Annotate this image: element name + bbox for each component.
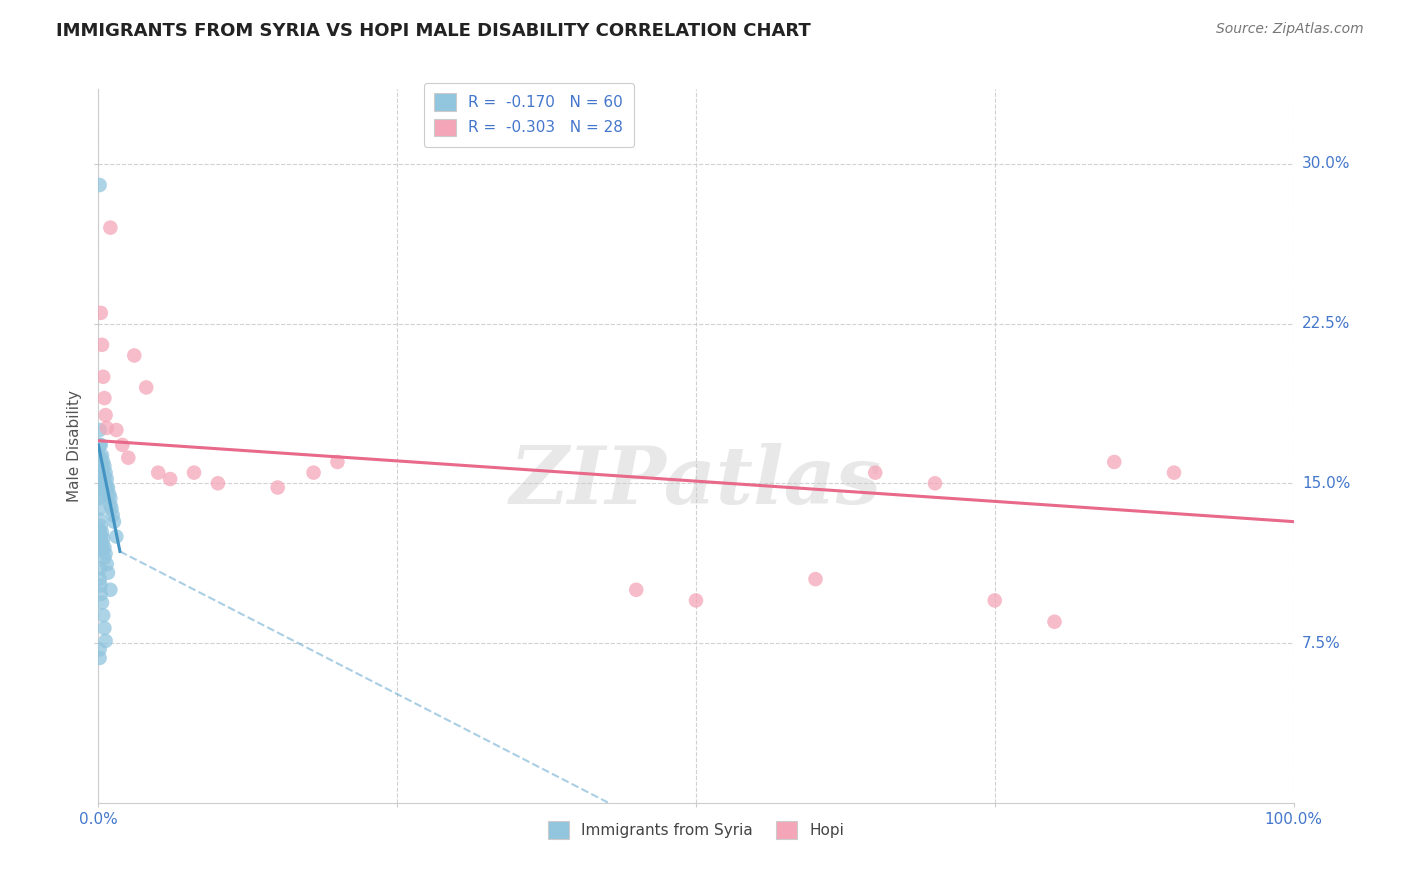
Point bbox=[89, 476, 111, 491]
Point bbox=[267, 481, 290, 495]
Point bbox=[94, 466, 117, 480]
Point bbox=[105, 529, 128, 543]
Point bbox=[91, 338, 114, 352]
Point bbox=[865, 466, 887, 480]
Point bbox=[90, 489, 112, 503]
Point bbox=[96, 472, 118, 486]
Point bbox=[90, 519, 112, 533]
Point bbox=[90, 472, 112, 486]
Point bbox=[93, 470, 115, 484]
Point bbox=[90, 587, 112, 601]
Point bbox=[94, 408, 117, 422]
Point bbox=[1043, 615, 1066, 629]
Point bbox=[90, 450, 112, 465]
Point bbox=[89, 642, 111, 657]
Point bbox=[103, 515, 125, 529]
Point bbox=[91, 481, 114, 495]
Point bbox=[91, 476, 114, 491]
Point bbox=[94, 476, 117, 491]
Point bbox=[93, 391, 115, 405]
Point bbox=[91, 542, 114, 557]
Point bbox=[91, 608, 114, 623]
Point bbox=[302, 466, 325, 480]
Point bbox=[89, 178, 111, 192]
Point bbox=[89, 450, 111, 465]
Point bbox=[98, 487, 121, 501]
Text: 7.5%: 7.5% bbox=[1302, 635, 1340, 650]
Point bbox=[96, 481, 118, 495]
Point bbox=[91, 532, 114, 546]
Point bbox=[135, 380, 157, 394]
Point bbox=[91, 470, 114, 484]
Point bbox=[98, 582, 122, 597]
Point bbox=[91, 369, 114, 384]
Point bbox=[117, 450, 139, 465]
Point bbox=[90, 306, 112, 320]
Point bbox=[98, 220, 122, 235]
Point bbox=[100, 501, 122, 516]
Point bbox=[626, 582, 648, 597]
Point bbox=[96, 558, 118, 572]
Point bbox=[159, 472, 181, 486]
Point bbox=[89, 561, 111, 575]
Point bbox=[89, 438, 111, 452]
Point bbox=[91, 596, 114, 610]
Point bbox=[90, 461, 112, 475]
Point bbox=[111, 438, 134, 452]
Point bbox=[804, 572, 827, 586]
Point bbox=[89, 523, 111, 537]
Point bbox=[96, 421, 118, 435]
Point bbox=[984, 593, 1007, 607]
Point bbox=[91, 536, 114, 550]
Y-axis label: Male Disability: Male Disability bbox=[67, 390, 83, 502]
Point bbox=[89, 491, 111, 506]
Point bbox=[93, 550, 115, 565]
Point bbox=[105, 423, 128, 437]
Point bbox=[124, 349, 146, 363]
Point bbox=[1104, 455, 1126, 469]
Point bbox=[97, 566, 120, 580]
Text: 22.5%: 22.5% bbox=[1302, 316, 1350, 331]
Point bbox=[93, 459, 115, 474]
Point bbox=[94, 547, 117, 561]
Text: 30.0%: 30.0% bbox=[1302, 156, 1350, 171]
Point bbox=[93, 481, 115, 495]
Point bbox=[91, 525, 114, 540]
Point bbox=[89, 651, 111, 665]
Point bbox=[91, 455, 114, 469]
Point bbox=[91, 459, 114, 474]
Point bbox=[924, 476, 946, 491]
Point bbox=[89, 423, 111, 437]
Point bbox=[89, 466, 111, 480]
Point bbox=[1163, 466, 1185, 480]
Point bbox=[207, 476, 229, 491]
Text: IMMIGRANTS FROM SYRIA VS HOPI MALE DISABILITY CORRELATION CHART: IMMIGRANTS FROM SYRIA VS HOPI MALE DISAB… bbox=[56, 22, 811, 40]
Point bbox=[101, 508, 124, 523]
Point bbox=[90, 529, 112, 543]
Text: ZIPatlas: ZIPatlas bbox=[510, 443, 882, 520]
Text: 15.0%: 15.0% bbox=[1302, 475, 1350, 491]
Point bbox=[183, 466, 205, 480]
Point bbox=[91, 466, 114, 480]
Point bbox=[148, 466, 170, 480]
Point bbox=[94, 634, 117, 648]
Point bbox=[89, 501, 111, 516]
Point bbox=[326, 455, 349, 469]
Point bbox=[93, 540, 115, 554]
Point bbox=[91, 449, 114, 463]
Legend: Immigrants from Syria, Hopi: Immigrants from Syria, Hopi bbox=[541, 815, 851, 845]
Point bbox=[89, 572, 111, 586]
Point bbox=[90, 438, 112, 452]
Point bbox=[90, 578, 112, 592]
Point bbox=[98, 498, 122, 512]
Point bbox=[685, 593, 707, 607]
Point bbox=[97, 481, 120, 495]
Point bbox=[89, 512, 111, 526]
Text: Source: ZipAtlas.com: Source: ZipAtlas.com bbox=[1216, 22, 1364, 37]
Point bbox=[98, 491, 122, 506]
Point bbox=[90, 481, 112, 495]
Point bbox=[93, 621, 115, 635]
